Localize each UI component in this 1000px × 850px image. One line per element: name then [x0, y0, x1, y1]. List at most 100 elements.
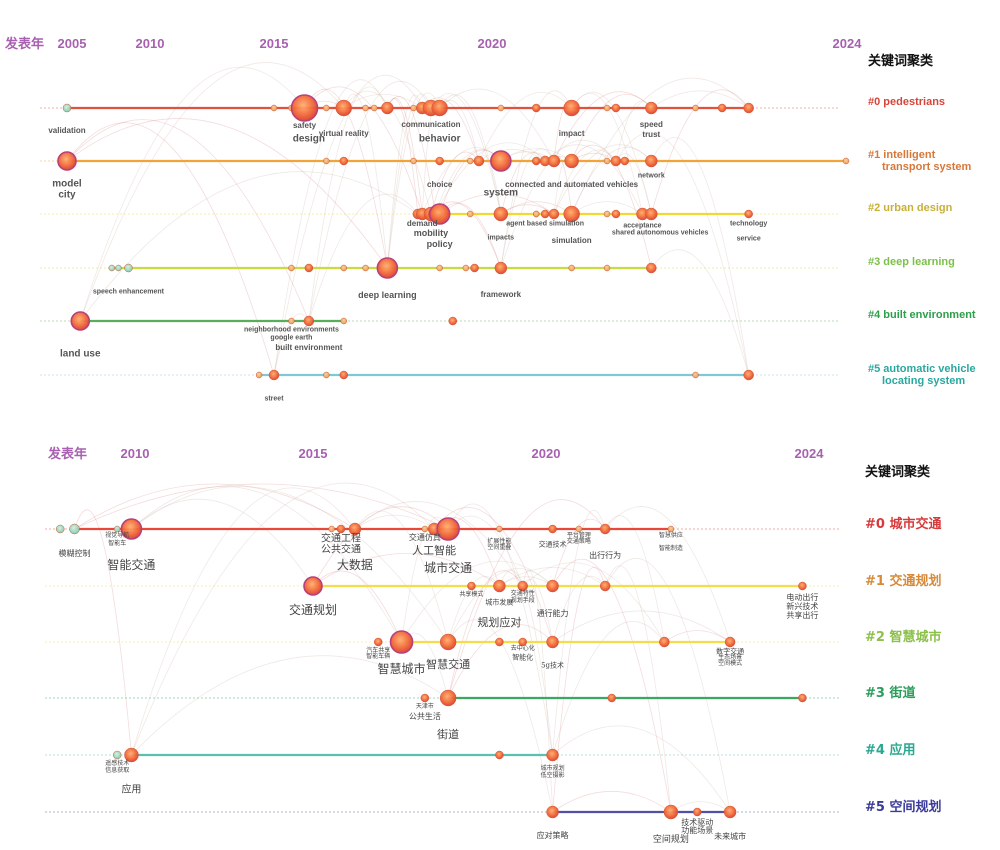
keyword-node[interactable] — [493, 206, 509, 222]
keyword-node[interactable] — [115, 264, 122, 272]
keyword-node[interactable] — [659, 636, 670, 648]
keyword-node[interactable] — [323, 104, 330, 112]
keyword-node[interactable] — [410, 157, 417, 165]
keyword-node[interactable] — [108, 264, 116, 272]
keyword-node[interactable] — [371, 104, 378, 112]
keyword-node[interactable] — [645, 154, 658, 168]
keyword-node[interactable] — [532, 103, 541, 113]
keyword-node[interactable] — [547, 154, 561, 168]
keyword-node[interactable] — [603, 210, 611, 218]
keyword-node[interactable] — [120, 518, 143, 540]
keyword-node[interactable] — [611, 103, 621, 113]
keyword-node[interactable] — [335, 99, 353, 117]
keyword-node[interactable] — [339, 156, 349, 166]
keyword-node[interactable] — [428, 203, 451, 225]
keyword-node[interactable] — [620, 156, 629, 166]
keyword-node[interactable] — [340, 317, 348, 325]
keyword-node[interactable] — [744, 209, 753, 219]
keyword-node[interactable] — [842, 157, 850, 165]
keyword-node[interactable] — [533, 210, 540, 218]
keyword-node[interactable] — [304, 263, 314, 273]
keyword-node[interactable] — [323, 371, 330, 379]
keyword-node[interactable] — [667, 525, 675, 533]
keyword-node[interactable] — [548, 208, 560, 220]
keyword-node[interactable] — [362, 264, 369, 272]
keyword-node[interactable] — [348, 522, 362, 536]
keyword-node[interactable] — [381, 101, 394, 115]
keyword-node[interactable] — [288, 264, 295, 272]
keyword-node[interactable] — [270, 104, 278, 112]
keyword-node[interactable] — [496, 525, 503, 533]
keyword-node[interactable] — [490, 150, 512, 172]
keyword-node[interactable] — [339, 370, 349, 380]
keyword-node[interactable] — [493, 579, 506, 593]
keyword-node[interactable] — [563, 99, 580, 117]
keyword-node[interactable] — [255, 371, 263, 379]
keyword-node[interactable] — [546, 579, 559, 593]
keyword-node[interactable] — [563, 205, 580, 223]
keyword-node[interactable] — [692, 371, 699, 379]
keyword-node[interactable] — [436, 264, 443, 272]
keyword-node[interactable] — [743, 369, 754, 381]
keyword-node[interactable] — [112, 750, 122, 760]
keyword-node[interactable] — [57, 151, 77, 171]
keyword-node[interactable] — [288, 317, 295, 325]
keyword-node[interactable] — [568, 264, 575, 272]
keyword-node[interactable] — [113, 525, 121, 533]
keyword-node[interactable] — [436, 517, 460, 541]
keyword-node[interactable] — [435, 156, 444, 166]
keyword-node[interactable] — [599, 580, 611, 592]
keyword-node[interactable] — [611, 209, 621, 219]
keyword-node[interactable] — [663, 804, 679, 820]
keyword-node[interactable] — [70, 311, 91, 331]
keyword-node[interactable] — [467, 581, 476, 591]
keyword-node[interactable] — [473, 155, 485, 167]
keyword-node[interactable] — [607, 693, 616, 703]
keyword-node[interactable] — [55, 524, 65, 534]
keyword-node[interactable] — [439, 633, 457, 651]
keyword-node[interactable] — [495, 637, 504, 647]
keyword-node[interactable] — [599, 523, 611, 535]
keyword-node[interactable] — [564, 153, 579, 169]
keyword-node[interactable] — [743, 102, 754, 114]
keyword-node[interactable] — [470, 263, 479, 273]
keyword-node[interactable] — [340, 264, 348, 272]
keyword-node[interactable] — [466, 210, 474, 218]
keyword-node[interactable] — [328, 525, 335, 533]
keyword-node[interactable] — [290, 94, 319, 122]
keyword-node[interactable] — [362, 104, 369, 112]
keyword-node[interactable] — [646, 262, 657, 274]
keyword-node[interactable] — [717, 103, 727, 113]
keyword-node[interactable] — [798, 693, 807, 703]
keyword-node[interactable] — [410, 104, 417, 112]
keyword-node[interactable] — [645, 207, 658, 221]
keyword-node[interactable] — [517, 580, 528, 592]
keyword-node[interactable] — [462, 264, 470, 272]
keyword-node[interactable] — [376, 257, 399, 279]
keyword-node[interactable] — [124, 263, 133, 273]
keyword-node[interactable] — [724, 636, 736, 648]
keyword-node[interactable] — [798, 581, 807, 591]
keyword-node[interactable] — [124, 747, 139, 763]
keyword-node[interactable] — [69, 523, 80, 535]
keyword-node[interactable] — [495, 750, 504, 760]
keyword-node[interactable] — [723, 805, 737, 819]
keyword-node[interactable] — [62, 103, 72, 113]
keyword-node[interactable] — [439, 689, 457, 707]
keyword-node[interactable] — [323, 157, 330, 165]
keyword-node[interactable] — [532, 156, 541, 166]
keyword-node[interactable] — [497, 104, 505, 112]
keyword-node[interactable] — [603, 264, 611, 272]
keyword-node[interactable] — [603, 157, 611, 165]
keyword-node[interactable] — [518, 637, 527, 647]
keyword-node[interactable] — [645, 101, 658, 115]
keyword-node[interactable] — [546, 748, 559, 762]
keyword-node[interactable] — [692, 807, 702, 817]
keyword-node[interactable] — [421, 525, 429, 533]
keyword-node[interactable] — [431, 99, 448, 117]
keyword-node[interactable] — [692, 104, 699, 112]
keyword-node[interactable] — [494, 261, 508, 275]
keyword-node[interactable] — [603, 104, 611, 112]
keyword-node[interactable] — [540, 209, 550, 219]
keyword-node[interactable] — [373, 637, 383, 647]
